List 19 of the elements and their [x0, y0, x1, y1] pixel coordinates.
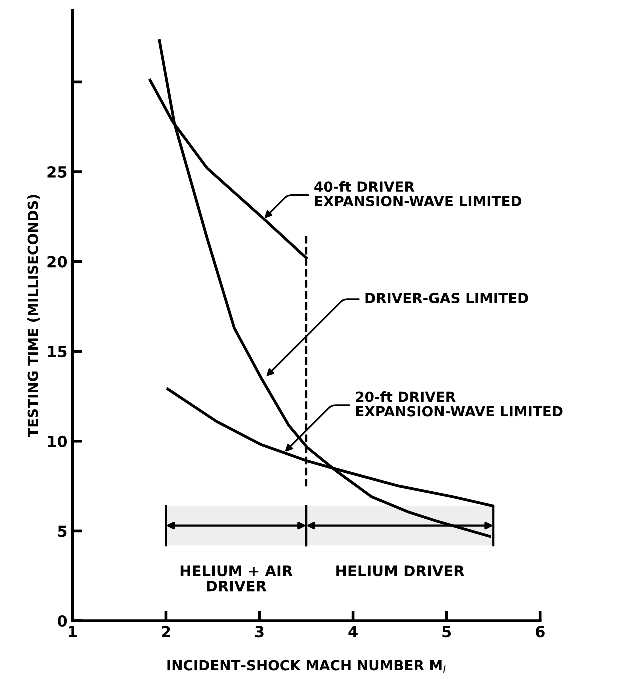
y-tick-label: 0 [58, 615, 68, 628]
band-label: HELIUM + AIR DRIVER [180, 566, 293, 592]
x-tick-label: 5 [442, 626, 452, 638]
x-tick-label: 1 [69, 626, 77, 638]
band-label: HELIUM DRIVER [336, 566, 465, 577]
y-tick-label: 20 [48, 256, 68, 268]
y-axis-title: TESTING TIME (MILLISECONDS) [28, 195, 40, 438]
y-tick-label: 10 [48, 436, 68, 448]
y-tick-label: 25 [48, 166, 67, 178]
x-tick-label: 4 [348, 626, 358, 638]
annotation: 40-ft DRIVER EXPANSION-WAVE LIMITED [314, 181, 522, 207]
x-tick-label: 3 [255, 626, 264, 638]
x-tick-label: 2 [162, 626, 170, 638]
annotation: 20-ft DRIVER EXPANSION-WAVE LIMITED [356, 392, 563, 417]
x-axis-title: INCIDENT-SHOCK MACH NUMBER M$_{I}$ [168, 660, 446, 673]
x-tick-label: 6 [536, 626, 545, 638]
y-tick-label: 5 [58, 526, 67, 538]
y-tick-label: 15 [48, 346, 67, 358]
annotation: DRIVER-GAS LIMITED [366, 293, 528, 304]
